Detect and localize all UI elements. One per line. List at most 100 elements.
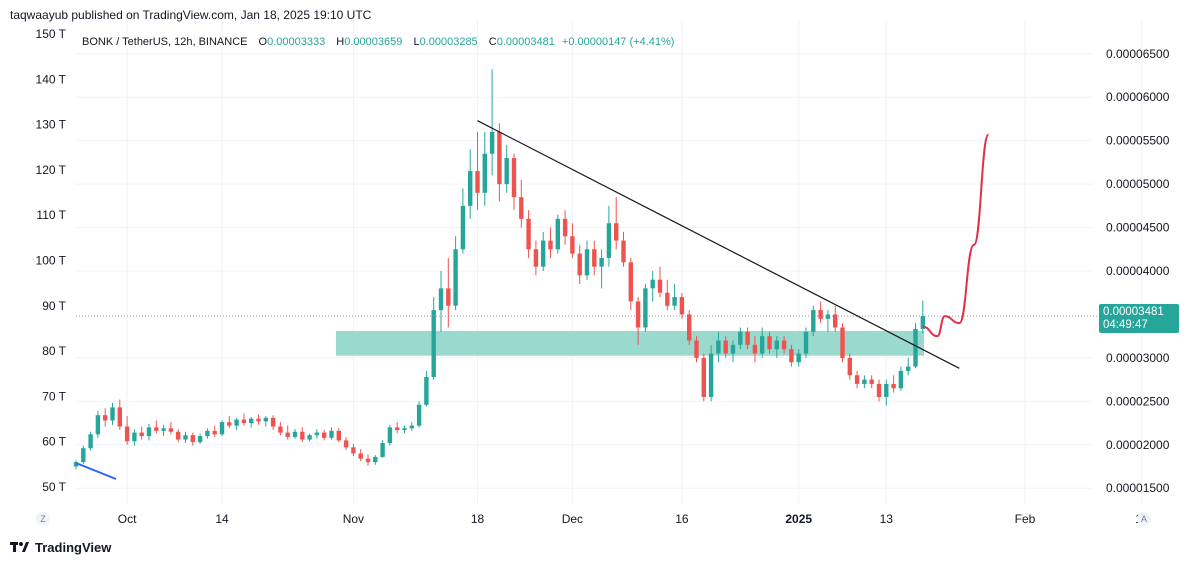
left-axis: 150 T 140 T 130 T 120 T 110 T 100 T 90 T 80 T 70…: [36, 27, 67, 494]
candle-body: [781, 340, 787, 350]
left-axis-label: 150 T: [36, 27, 67, 41]
right-axis-label: 0.00005000: [1106, 177, 1170, 191]
candle: [234, 417, 239, 430]
auto-scale-left-button[interactable]: Z: [36, 512, 50, 526]
left-axis-label: 70 T: [42, 389, 66, 403]
candle-body: [533, 249, 539, 267]
candle: [431, 297, 436, 380]
blue-trendline[interactable]: [75, 462, 117, 480]
candle: [314, 429, 320, 439]
candle: [650, 271, 655, 302]
candle-body: [643, 288, 648, 328]
candle: [526, 210, 531, 258]
candle-body: [884, 383, 889, 397]
candle-body: [365, 458, 371, 463]
candle: [920, 300, 925, 334]
candle: [774, 336, 779, 358]
candle-body: [88, 434, 93, 449]
candle-body: [738, 331, 743, 345]
candle: [906, 357, 911, 376]
candle: [541, 231, 546, 271]
candle: [489, 69, 495, 176]
time-axis-label: Nov: [343, 512, 364, 526]
last-price-tag: 0.00003481 04:49:47: [1099, 304, 1179, 333]
candle: [687, 310, 692, 345]
right-axis-label: 0.00001500: [1106, 481, 1170, 495]
descending-trendline[interactable]: [477, 120, 960, 369]
candle-body: [840, 327, 845, 358]
bar-countdown: 04:49:47: [1103, 319, 1148, 331]
candle-body: [723, 340, 728, 354]
candle-body: [300, 431, 305, 440]
candle-body: [854, 375, 860, 384]
candle: [322, 429, 327, 441]
candle: [263, 416, 268, 427]
candle: [146, 423, 152, 441]
right-axis: 0.00006500 0.00006000 0.00005500 0.00005000…: [1106, 47, 1170, 495]
candle-body: [409, 425, 414, 429]
candle-body: [285, 432, 290, 437]
candle-body: [891, 383, 896, 389]
projection-path[interactable]: [922, 133, 990, 338]
candle: [833, 305, 838, 332]
candle: [781, 336, 787, 354]
candle-body: [168, 428, 174, 432]
time-axis: Oct14Nov18Dec16202513Feb17: [118, 512, 1149, 526]
candle: [694, 336, 699, 363]
right-axis-label: 0.00002500: [1106, 394, 1170, 408]
candle-body: [270, 417, 276, 427]
candle: [482, 131, 487, 206]
candle-body: [825, 314, 831, 319]
candle: [606, 205, 612, 267]
candle-body: [103, 415, 108, 421]
candle: [548, 227, 553, 258]
candle-body: [110, 407, 115, 421]
candle: [628, 257, 633, 311]
candle: [716, 331, 721, 363]
candle-body: [482, 153, 487, 193]
candle: [241, 413, 247, 426]
candle-body: [446, 288, 451, 306]
tradingview-logo-icon: [10, 541, 29, 552]
left-axis-label: 50 T: [42, 480, 66, 494]
candle-body: [628, 262, 633, 302]
candle: [621, 231, 626, 267]
candle: [592, 240, 597, 276]
candle-body: [913, 328, 918, 367]
time-axis-label: Oct: [118, 512, 137, 526]
candle: [227, 416, 232, 429]
candle: [884, 379, 889, 406]
candle: [402, 425, 407, 434]
candle-body: [760, 336, 765, 354]
candle-body: [694, 340, 699, 358]
candle: [708, 344, 714, 402]
tradingview-brand[interactable]: TradingView: [10, 540, 111, 555]
left-axis-label: 100 T: [36, 254, 67, 268]
candle: [117, 399, 122, 430]
candle-body: [679, 297, 685, 315]
legend-open: 0.00003333: [267, 36, 325, 48]
candle-body: [818, 310, 823, 319]
right-axis-label: 0.00004500: [1106, 221, 1170, 235]
candle-body: [584, 249, 590, 276]
candle-body: [650, 279, 655, 289]
candle: [862, 375, 867, 389]
auto-scale-button[interactable]: A: [1137, 512, 1151, 526]
candle-body: [665, 292, 670, 306]
candle: [570, 223, 575, 258]
candle: [679, 292, 685, 319]
candle: [460, 188, 466, 254]
candle-body: [920, 316, 925, 329]
candle: [249, 416, 254, 428]
candle-body: [139, 432, 144, 437]
candle-body: [621, 240, 626, 263]
candle: [424, 370, 429, 407]
candle: [584, 240, 590, 280]
candle-body: [219, 422, 225, 435]
candle-body: [745, 331, 750, 345]
candle-body: [438, 288, 444, 311]
candle: [869, 375, 874, 389]
candle: [176, 429, 181, 443]
candle: [446, 257, 451, 328]
